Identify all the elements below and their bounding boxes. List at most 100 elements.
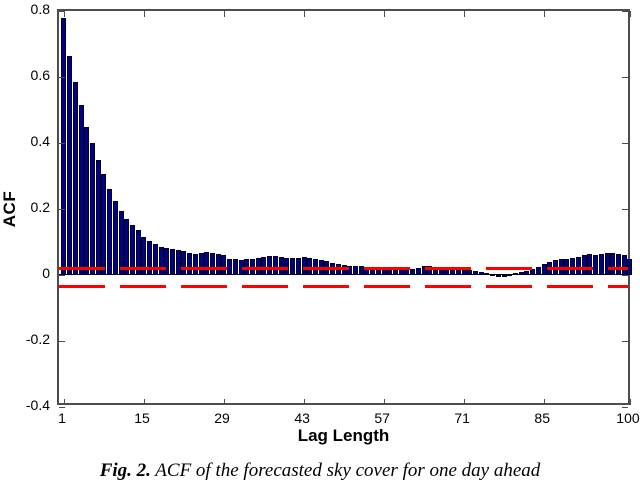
acf-bar <box>358 266 364 275</box>
y-axis-tick <box>59 275 65 276</box>
acf-bar <box>210 252 216 275</box>
acf-bar <box>118 210 124 275</box>
acf-bar <box>467 270 473 275</box>
acf-bar <box>598 253 604 275</box>
confidence-line-upper <box>59 266 628 270</box>
acf-bar <box>204 251 210 275</box>
x-axis-tick <box>464 11 466 17</box>
acf-bar <box>621 255 627 275</box>
acf-bar <box>627 258 633 275</box>
x-axis-tick <box>304 11 306 17</box>
acf-bar <box>255 257 261 275</box>
acf-bar <box>84 126 90 275</box>
acf-bar <box>301 257 307 275</box>
acf-bar <box>130 224 135 275</box>
y-axis-tick <box>622 341 628 342</box>
y-axis-tick <box>59 209 65 210</box>
y-axis-tick <box>622 275 628 276</box>
y-tick-label: 0.2 <box>30 199 50 215</box>
y-tick-label: -0.2 <box>25 331 50 347</box>
acf-bar <box>604 253 610 275</box>
acf-bar <box>175 249 181 275</box>
acf-bar <box>593 254 599 275</box>
acf-bar <box>427 266 433 275</box>
acf-bar <box>61 17 67 275</box>
x-tick-label: 15 <box>134 410 150 426</box>
acf-bar <box>295 257 301 275</box>
acf-bar <box>484 272 490 275</box>
acf-bar <box>95 159 101 275</box>
x-tick-label: 57 <box>374 410 390 426</box>
y-axis-tick <box>59 407 65 408</box>
acf-bar <box>570 257 576 275</box>
acf-bar <box>187 252 193 275</box>
acf-bar <box>278 256 284 275</box>
acf-bar <box>507 274 513 277</box>
acf-bar <box>421 266 427 275</box>
y-tick-label: 0.4 <box>30 133 50 149</box>
figure-caption: Fig. 2. ACF of the forecasted sky cover … <box>0 460 640 481</box>
y-axis-tick <box>622 143 628 144</box>
acf-bar <box>152 244 158 275</box>
x-tick-label: 100 <box>616 410 640 426</box>
figure-number: Fig. 2. <box>99 460 151 481</box>
figure-caption-text: ACF of the forecasted sky cover for one … <box>150 460 541 481</box>
x-axis-tick <box>544 11 546 17</box>
y-axis-tick <box>59 11 65 12</box>
acf-bar <box>272 255 278 275</box>
acf-bar <box>581 255 587 275</box>
acf-bar <box>284 257 290 275</box>
x-axis-tick <box>224 399 226 405</box>
acf-bar <box>513 273 519 276</box>
y-axis-tick <box>622 209 628 210</box>
acf-bar <box>181 250 187 275</box>
confidence-line-lower <box>59 285 628 289</box>
y-tick-label: 0.8 <box>30 1 50 17</box>
acf-bar <box>461 270 467 275</box>
acf-bar <box>501 274 507 277</box>
x-axis-tick <box>144 399 146 405</box>
y-axis-tick <box>59 77 65 78</box>
y-axis-tick <box>59 143 65 144</box>
x-axis-tick <box>464 399 466 405</box>
x-axis-tick <box>224 11 226 17</box>
acf-bar <box>352 266 358 275</box>
acf-bar <box>107 189 113 275</box>
acf-bar <box>147 240 153 275</box>
acf-bar <box>72 81 78 275</box>
x-axis-tick <box>144 11 146 17</box>
y-tick-label: -0.4 <box>25 397 50 413</box>
acf-bar <box>587 254 593 275</box>
acf-bar <box>124 218 130 275</box>
acf-bar <box>192 253 198 275</box>
acf-bar <box>227 258 233 275</box>
acf-bar <box>141 237 147 275</box>
acf-bar <box>135 230 141 275</box>
y-axis-tick <box>622 77 628 78</box>
x-axis-tick <box>384 11 386 17</box>
acf-bar <box>615 253 621 275</box>
acf-bar <box>478 271 484 275</box>
plot-area <box>57 9 633 408</box>
y-axis-tick <box>622 11 628 12</box>
y-tick-label: 0 <box>42 265 50 281</box>
acf-bar <box>490 274 496 276</box>
acf-bar <box>67 55 73 275</box>
acf-bar <box>164 248 170 275</box>
acf-bar <box>158 246 164 275</box>
acf-bar <box>575 256 581 275</box>
acf-bar <box>473 271 479 275</box>
acf-bar <box>267 256 273 275</box>
x-axis-tick <box>384 399 386 405</box>
acf-bar <box>101 174 107 275</box>
x-axis-tick <box>544 399 546 405</box>
x-tick-label: 1 <box>58 410 66 426</box>
x-axis-tick <box>629 11 631 17</box>
acf-bar <box>221 254 227 275</box>
acf-bar <box>261 256 267 275</box>
acf-bar <box>170 248 176 275</box>
acf-bar <box>89 143 95 275</box>
x-tick-label: 85 <box>534 410 550 426</box>
acf-bar <box>610 252 616 275</box>
